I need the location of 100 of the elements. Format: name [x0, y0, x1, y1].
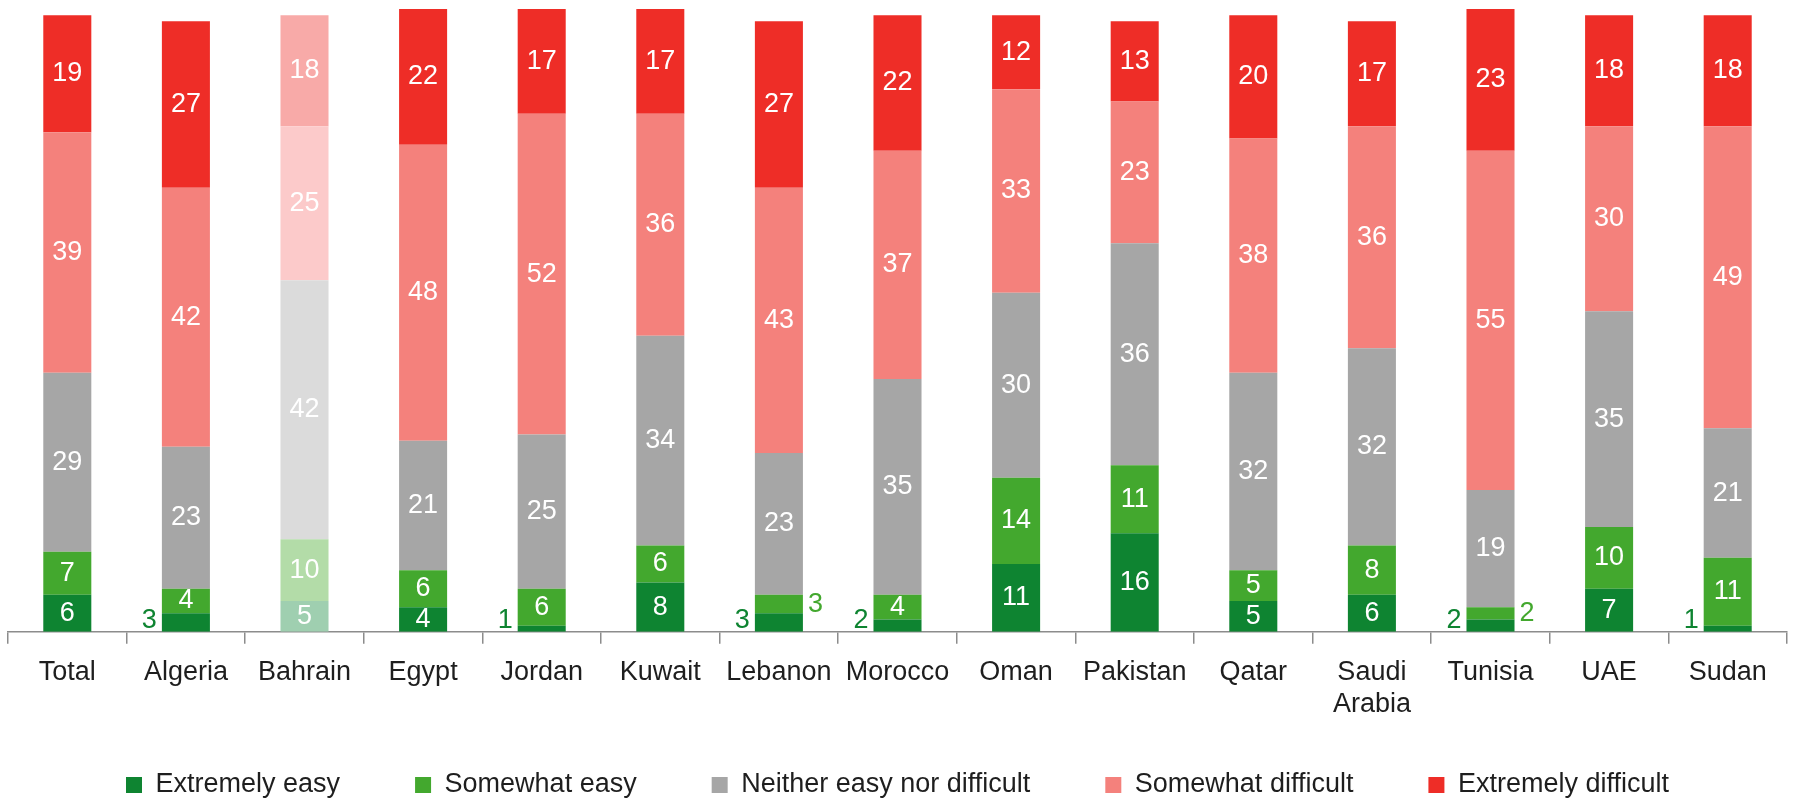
data-label: 22	[882, 66, 913, 97]
bar	[636, 335, 685, 546]
x-tick-label: Tunisia	[1447, 656, 1535, 687]
data-label: 43	[763, 303, 794, 334]
data-label: 37	[882, 248, 913, 279]
bar	[1703, 557, 1752, 626]
data-label: 52	[526, 257, 557, 288]
bar	[43, 15, 92, 133]
bar	[992, 15, 1041, 90]
data-label: 18	[1712, 54, 1743, 85]
data-label: 11	[1120, 482, 1149, 513]
x-tick-label: Pakistan	[1082, 656, 1187, 687]
data-label: 18	[1594, 54, 1625, 85]
bar	[399, 144, 448, 441]
x-tick-label: Lebanon	[726, 656, 832, 687]
data-label: 20	[1238, 60, 1269, 91]
bar	[1585, 126, 1634, 312]
data-label: 5	[1245, 569, 1261, 600]
bar	[161, 613, 210, 632]
data-label: 11	[1002, 581, 1031, 612]
x-tick-label: Egypt	[388, 656, 459, 687]
bar	[1466, 619, 1515, 632]
data-label: 7	[59, 556, 75, 587]
data-label: 11	[1713, 575, 1742, 606]
bar	[1347, 545, 1396, 595]
legend-label: Neither easy nor difficult	[741, 768, 1031, 799]
bar	[636, 582, 685, 632]
bar	[754, 594, 803, 614]
legend-label: Somewhat easy	[444, 768, 638, 799]
data-label: 32	[1356, 430, 1387, 461]
data-label: 23	[763, 507, 794, 538]
data-label: 23	[1119, 155, 1150, 186]
data-label: 6	[59, 596, 75, 627]
bar	[1110, 21, 1159, 102]
bar	[754, 21, 803, 188]
bar	[280, 600, 329, 632]
data-label: 22	[408, 60, 439, 91]
bar	[517, 588, 566, 626]
bar	[1585, 588, 1634, 632]
bar	[754, 613, 803, 632]
data-label: 33	[1001, 174, 1032, 205]
data-label: 18	[289, 54, 320, 85]
bar	[399, 440, 448, 571]
data-label: 1	[497, 603, 513, 634]
bar	[517, 434, 566, 589]
data-label: 48	[408, 276, 439, 307]
bar	[43, 132, 92, 373]
bar	[1466, 607, 1515, 620]
x-tick-label: Jordan	[500, 656, 583, 687]
bar	[873, 150, 922, 379]
bar	[1585, 311, 1634, 527]
data-label: 32	[1238, 454, 1269, 485]
bar	[873, 619, 922, 632]
data-label: 3	[807, 587, 823, 618]
data-label: 35	[1594, 402, 1625, 433]
data-label: 25	[526, 495, 557, 526]
data-label: 17	[645, 44, 676, 75]
x-tick-label: Kuwait	[619, 656, 702, 687]
bar	[636, 545, 685, 583]
bar	[1703, 126, 1752, 429]
bar	[399, 570, 448, 608]
data-label: 21	[1712, 476, 1743, 507]
bar	[280, 15, 329, 127]
data-label: 36	[1356, 220, 1387, 251]
data-label: 55	[1475, 303, 1506, 334]
data-label: 2	[1446, 603, 1462, 634]
data-label: 5	[296, 599, 313, 630]
data-label: 2	[1519, 596, 1535, 627]
bar	[1347, 348, 1396, 546]
data-label: 6	[1364, 596, 1380, 627]
data-label: 5	[1245, 599, 1261, 630]
bar	[280, 280, 329, 540]
data-label: 6	[652, 547, 668, 578]
data-label: 38	[1238, 239, 1269, 270]
bar	[43, 551, 92, 595]
data-label: 14	[1001, 504, 1032, 535]
bar	[161, 187, 210, 447]
bar	[754, 452, 803, 595]
bar	[280, 126, 329, 281]
data-label: 13	[1119, 44, 1150, 75]
data-label: 6	[415, 572, 431, 603]
bar	[992, 563, 1041, 632]
bar	[636, 9, 685, 114]
data-label: 10	[1594, 541, 1625, 572]
bar	[1703, 15, 1752, 127]
data-label: 19	[52, 57, 83, 88]
data-label: 39	[52, 236, 83, 267]
x-tick-label: Algeria	[143, 656, 229, 687]
data-label: 42	[170, 300, 201, 331]
data-label: 6	[534, 590, 550, 621]
data-label: 30	[1594, 202, 1625, 233]
data-label: 27	[763, 88, 794, 119]
data-label: 7	[1601, 593, 1617, 624]
bar	[1703, 428, 1752, 558]
data-label: 29	[52, 445, 83, 476]
bar	[1347, 21, 1396, 127]
bar	[161, 446, 210, 589]
data-label: 4	[415, 602, 431, 633]
bar	[1466, 489, 1515, 608]
data-label: 23	[170, 501, 201, 532]
